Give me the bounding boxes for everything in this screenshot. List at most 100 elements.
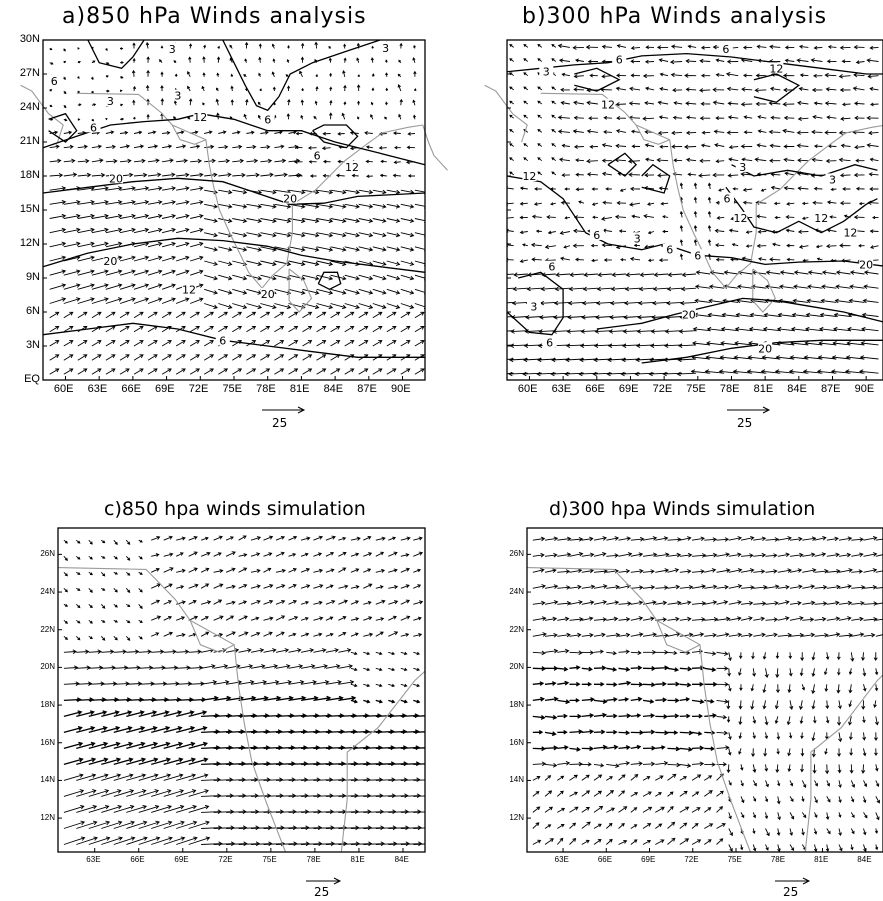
wind-arrow: [133, 158, 146, 164]
wind-arrow: [147, 227, 163, 234]
wind-arrow: [375, 777, 396, 782]
wind-arrow: [274, 172, 288, 178]
wind-arrow: [363, 683, 371, 688]
wind-arrow: [581, 650, 595, 655]
wind-arrow: [551, 171, 557, 176]
wind-arrow: [350, 809, 372, 814]
wind-arrow: [585, 44, 598, 50]
wind-arrow: [557, 730, 568, 735]
wind-arrow: [174, 73, 178, 77]
wind-arrow: [147, 340, 158, 347]
wind-arrow: [308, 159, 317, 164]
wind-arrow: [786, 716, 791, 726]
wind-arrow: [679, 569, 692, 574]
wind-arrow: [400, 699, 408, 704]
wind-arrow: [658, 258, 669, 263]
wind-arrow: [263, 777, 284, 782]
wind-arrow: [105, 199, 123, 205]
wind-arrow: [704, 823, 714, 829]
wind-arrow: [811, 700, 816, 710]
wind-arrow: [728, 780, 732, 786]
wind-arrow: [786, 201, 795, 206]
wind-arrow: [344, 274, 360, 281]
wind-arrow: [806, 298, 823, 304]
wind-arrow: [811, 87, 823, 93]
wind-arrow: [642, 713, 656, 719]
wind-arrow: [76, 587, 81, 591]
wind-arrow: [764, 732, 769, 740]
wind-arrow: [848, 298, 865, 304]
wind-arrow: [400, 203, 415, 209]
wind-arrow: [578, 200, 585, 204]
wind-arrow: [400, 218, 415, 223]
wind-arrow: [593, 839, 602, 845]
wind-arrow: [798, 244, 809, 249]
wind-arrow: [715, 257, 725, 262]
wind-arrow: [163, 665, 179, 670]
wind-arrow: [388, 699, 396, 704]
wind-arrow: [716, 651, 729, 656]
wind-arrow: [569, 837, 577, 845]
wind-arrow: [537, 171, 543, 176]
wind-arrow: [704, 537, 718, 542]
wind-arrow: [356, 57, 360, 63]
wind-arrow: [716, 216, 725, 220]
wind-arrow: [647, 258, 655, 263]
panel-title: b)300 hPa Winds analysis: [522, 4, 828, 29]
wind-arrow: [323, 159, 331, 164]
wind-arrow: [226, 648, 240, 653]
wind-arrow: [176, 130, 185, 135]
wind-arrow: [615, 143, 627, 149]
wind-arrow: [413, 763, 425, 766]
wind-arrow: [138, 836, 161, 845]
wind-arrow: [755, 101, 767, 107]
wind-arrow: [581, 536, 594, 542]
wind-arrow: [386, 311, 397, 319]
lon-tick-label: 63E: [87, 383, 108, 395]
wind-arrow: [849, 270, 865, 275]
wind-arrow: [618, 697, 630, 702]
wind-arrow: [218, 274, 233, 281]
wind-arrow: [730, 257, 739, 262]
wind-arrow: [302, 340, 313, 347]
wind-arrow: [728, 616, 742, 621]
lon-tick-label: 69E: [641, 855, 656, 864]
wind-arrow: [263, 535, 274, 541]
wind-arrow: [372, 303, 387, 309]
wind-arrow: [532, 536, 546, 542]
wind-arrow: [400, 584, 410, 589]
wind-arrow: [232, 130, 241, 135]
lon-tick-label: 60E: [517, 383, 538, 395]
wind-arrow: [789, 780, 794, 787]
wind-arrow: [260, 260, 277, 267]
wind-arrow: [49, 186, 67, 191]
wind-arrow: [569, 713, 582, 719]
wind-arrow: [833, 312, 851, 318]
wind-arrow: [200, 583, 210, 589]
wind-arrow: [133, 227, 150, 234]
wind-arrow: [813, 73, 823, 78]
wind-arrow: [244, 41, 249, 49]
wind-arrow: [631, 144, 641, 149]
wind-arrow: [657, 100, 669, 105]
wind-arrow: [645, 157, 655, 162]
wind-arrow: [350, 667, 358, 672]
wind-arrow: [232, 246, 248, 252]
wind-arrow: [358, 274, 374, 281]
wind-arrow: [190, 255, 204, 262]
wind-arrow: [76, 619, 81, 624]
wind-arrow: [586, 158, 598, 164]
wind-arrow: [63, 118, 68, 122]
wind-arrow: [839, 87, 851, 93]
wind-arrow: [288, 600, 298, 605]
wind-arrow: [151, 757, 172, 766]
wind-arrow: [743, 73, 753, 78]
wind-arrow: [679, 224, 684, 232]
wind-arrow: [113, 804, 135, 813]
wind-arrow: [363, 793, 384, 798]
lat-tick-label: 3N: [25, 338, 40, 351]
wind-arrow: [699, 88, 711, 93]
wind-arrow: [414, 232, 425, 238]
wind-arrow: [525, 315, 542, 320]
wind-arrow: [539, 315, 556, 320]
